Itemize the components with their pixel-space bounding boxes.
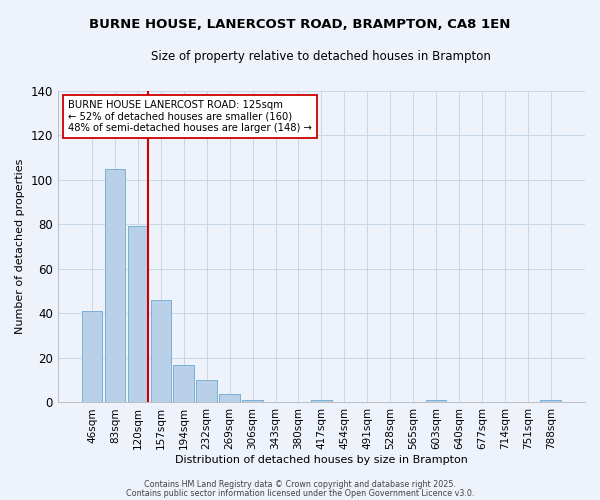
Bar <box>173 364 194 403</box>
Text: BURNE HOUSE LANERCOST ROAD: 125sqm
← 52% of detached houses are smaller (160)
48: BURNE HOUSE LANERCOST ROAD: 125sqm ← 52%… <box>68 100 312 133</box>
Text: BURNE HOUSE, LANERCOST ROAD, BRAMPTON, CA8 1EN: BURNE HOUSE, LANERCOST ROAD, BRAMPTON, C… <box>89 18 511 30</box>
Bar <box>151 300 171 402</box>
Title: Size of property relative to detached houses in Brampton: Size of property relative to detached ho… <box>151 50 491 63</box>
Bar <box>311 400 332 402</box>
Bar <box>242 400 263 402</box>
Text: Contains HM Land Registry data © Crown copyright and database right 2025.: Contains HM Land Registry data © Crown c… <box>144 480 456 489</box>
Text: Contains public sector information licensed under the Open Government Licence v3: Contains public sector information licen… <box>126 488 474 498</box>
Bar <box>220 394 240 402</box>
X-axis label: Distribution of detached houses by size in Brampton: Distribution of detached houses by size … <box>175 455 468 465</box>
Bar <box>82 311 103 402</box>
Bar <box>541 400 561 402</box>
Y-axis label: Number of detached properties: Number of detached properties <box>15 159 25 334</box>
Bar <box>128 226 148 402</box>
Bar <box>196 380 217 402</box>
Bar <box>426 400 446 402</box>
Bar <box>104 168 125 402</box>
